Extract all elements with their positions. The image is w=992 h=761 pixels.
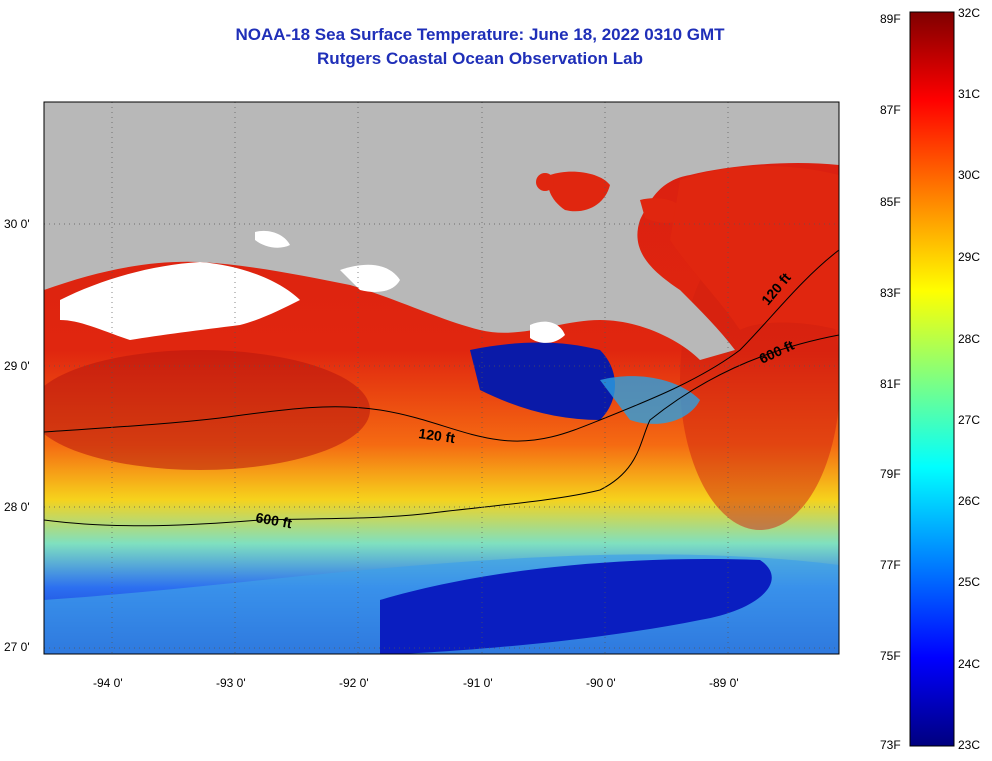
cb-f-77: 77F	[880, 558, 901, 572]
lon-label-89: -89 0'	[709, 676, 739, 690]
cb-c-30: 30C	[958, 168, 981, 182]
lon-label-90: -90 0'	[586, 676, 616, 690]
cloud-patch-west	[60, 262, 300, 340]
contour-120ft	[44, 249, 839, 442]
cb-c-31: 31C	[958, 87, 981, 101]
lon-label-93: -93 0'	[216, 676, 246, 690]
lat-label-27: 27 0'	[4, 640, 30, 654]
cb-c-32: 32C	[958, 6, 981, 20]
southern-cold-core	[380, 559, 772, 654]
cloud-patch-inland	[255, 230, 290, 248]
cb-c-29: 29C	[958, 250, 981, 264]
cb-f-81: 81F	[880, 377, 901, 391]
contour-600ft	[44, 334, 839, 527]
warm-core	[44, 350, 370, 470]
cb-c-23: 23C	[958, 738, 981, 752]
lat-label-29: 29 0'	[4, 359, 30, 373]
contour-label-600ft-west: 600 ft	[254, 509, 293, 531]
lake-pontchartrain	[548, 171, 610, 212]
colorbar	[909, 11, 955, 747]
cb-c-26: 26C	[958, 494, 981, 508]
cb-f-75: 75F	[880, 649, 901, 663]
cb-f-79: 79F	[880, 467, 901, 481]
cloud-patch-mid	[340, 264, 400, 292]
cb-f-83: 83F	[880, 286, 901, 300]
contour-label-120ft-west: 120 ft	[418, 425, 457, 446]
map-subtitle: Rutgers Coastal Ocean Observation Lab	[317, 49, 643, 68]
cb-f-85: 85F	[880, 195, 901, 209]
lat-label-30: 30 0'	[4, 217, 30, 231]
cold-plume-delta	[470, 342, 615, 420]
lon-label-92: -92 0'	[339, 676, 369, 690]
cb-f-89: 89F	[880, 12, 901, 26]
cb-c-24: 24C	[958, 657, 981, 671]
lon-label-91: -91 0'	[463, 676, 493, 690]
lat-label-28: 28 0'	[4, 500, 30, 514]
graticule	[44, 102, 839, 654]
cb-c-25: 25C	[958, 575, 981, 589]
cb-c-27: 27C	[958, 413, 981, 427]
cb-f-73: 73F	[880, 738, 901, 752]
map-border	[43, 101, 840, 655]
cb-f-87: 87F	[880, 103, 901, 117]
lake-maurepas	[536, 173, 554, 191]
map-title: NOAA-18 Sea Surface Temperature: June 18…	[235, 25, 725, 44]
cloud-patch-delta	[530, 321, 565, 343]
lon-label-94: -94 0'	[93, 676, 123, 690]
land-mass	[44, 102, 839, 360]
cb-c-28: 28C	[958, 332, 981, 346]
